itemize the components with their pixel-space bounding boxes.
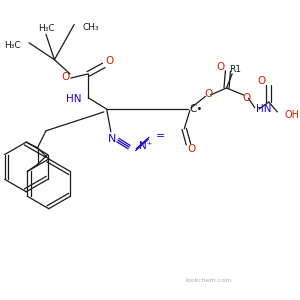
Text: CH₃: CH₃ <box>83 23 99 32</box>
Text: O: O <box>187 144 195 154</box>
Text: O: O <box>258 76 266 86</box>
Text: OH: OH <box>284 110 299 120</box>
Text: HN: HN <box>66 94 81 104</box>
Text: O: O <box>204 88 212 99</box>
Text: O: O <box>61 72 70 82</box>
Text: R1: R1 <box>229 65 241 74</box>
Text: lookchem.com: lookchem.com <box>185 278 231 283</box>
Text: HN: HN <box>256 104 272 114</box>
Text: H₃C: H₃C <box>4 41 21 50</box>
Text: O: O <box>242 93 250 103</box>
Text: O: O <box>217 62 225 72</box>
Text: N⁺: N⁺ <box>139 141 152 151</box>
Text: O: O <box>105 56 114 66</box>
Text: C•: C• <box>190 103 203 113</box>
Text: N: N <box>108 134 116 144</box>
Text: =: = <box>156 131 165 141</box>
Text: H₃C: H₃C <box>38 24 54 33</box>
